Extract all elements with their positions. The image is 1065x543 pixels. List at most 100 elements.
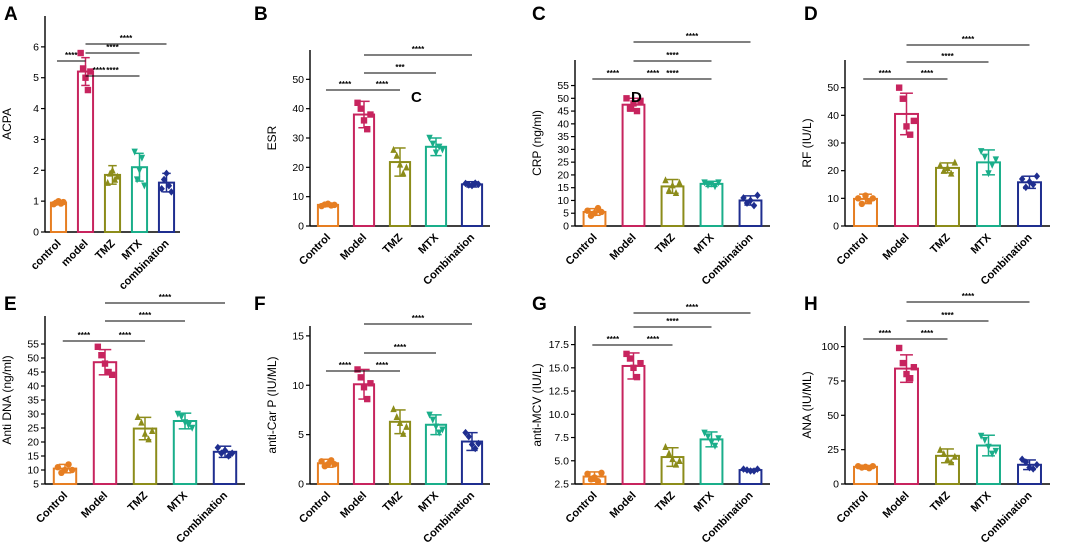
data-point (584, 470, 591, 477)
y-tick-label: 12.5 (549, 386, 570, 398)
data-point (138, 418, 145, 426)
data-point (158, 185, 165, 193)
y-axis-label: ESR (265, 125, 279, 150)
y-tick-label: 25 (827, 444, 839, 456)
y-tick-label: 15.0 (549, 362, 570, 374)
sig-label: **** (607, 335, 620, 344)
data-point (1022, 183, 1030, 192)
data-point (1033, 460, 1041, 469)
data-point (354, 99, 361, 106)
data-point (390, 145, 397, 153)
sig-label: **** (93, 66, 106, 75)
data-point (462, 428, 469, 437)
x-tick-label: combination (117, 237, 172, 292)
data-point (869, 462, 877, 470)
data-point (462, 179, 469, 188)
sig-label: **** (106, 43, 119, 52)
data-point (77, 49, 84, 57)
data-point (676, 456, 683, 464)
data-point (138, 154, 146, 162)
y-tick-label: 20 (557, 169, 569, 181)
bar-model (352, 113, 376, 227)
sig-label: **** (879, 329, 892, 338)
y-tick-label: 3 (33, 134, 39, 146)
data-point (591, 210, 598, 217)
y-tick-label: 35 (27, 395, 39, 407)
sig-label: **** (941, 52, 954, 61)
x-tick-label: Control (34, 490, 70, 526)
y-tick-label: 50 (292, 74, 304, 86)
data-point (626, 105, 634, 112)
sig-label: **** (647, 335, 660, 344)
y-axis-label: RF (IU/L) (800, 118, 814, 167)
data-point (87, 68, 94, 75)
data-point (165, 181, 173, 190)
y-tick-label: 40 (292, 103, 304, 115)
data-point (992, 447, 1000, 455)
bar-mtx (172, 420, 198, 485)
data-point (65, 461, 72, 468)
x-tick-label: TMZ (381, 489, 406, 514)
data-point (114, 172, 121, 180)
y-tick-label: 10.0 (549, 409, 570, 421)
data-point (400, 169, 407, 177)
y-tick-label: 5 (33, 479, 39, 491)
sig-label: **** (65, 51, 78, 60)
data-point (475, 439, 482, 448)
data-point (947, 458, 955, 466)
data-point (360, 117, 368, 124)
data-point (951, 158, 959, 166)
data-point (951, 452, 959, 460)
data-point (665, 449, 673, 457)
data-point (944, 455, 951, 463)
data-point (98, 352, 105, 359)
bar-combination (460, 183, 484, 227)
data-point (1022, 458, 1030, 466)
y-tick-label: 30 (827, 138, 839, 150)
sig-label: **** (962, 35, 975, 44)
data-point (1026, 463, 1033, 472)
data-point (740, 194, 747, 202)
data-point (940, 449, 948, 457)
data-point (637, 359, 644, 367)
sig-label: **** (962, 292, 975, 301)
data-point (701, 179, 708, 187)
data-point (750, 201, 758, 210)
data-point (662, 443, 669, 451)
data-point (936, 161, 944, 169)
x-tick-label: Model (338, 232, 369, 263)
data-point (145, 435, 152, 443)
data-point (188, 424, 196, 432)
data-point (426, 411, 433, 419)
data-point (432, 149, 440, 157)
data-point (910, 117, 918, 125)
y-tick-label: 5.0 (554, 455, 569, 467)
data-point (108, 371, 116, 378)
data-point (364, 395, 371, 403)
data-point (136, 167, 143, 175)
y-tick-label: 45 (557, 106, 569, 118)
data-point (858, 200, 866, 208)
sig-label: *** (395, 63, 405, 72)
panel-letter: B (254, 4, 268, 25)
data-point (82, 74, 89, 81)
panel-f: F 0 5 10 15 anti-Car P (IU/ML) Control Model TMZ… (254, 294, 490, 543)
y-tick-label: 30 (27, 409, 39, 421)
data-point (1033, 172, 1041, 180)
bar-mtx (424, 145, 448, 227)
data-point (318, 458, 325, 465)
y-tick-label: 30 (292, 133, 304, 145)
y-tick-label: 17.5 (549, 339, 570, 351)
data-point (101, 360, 109, 367)
data-point (131, 148, 138, 156)
data-point (1018, 175, 1026, 183)
data-point (439, 426, 446, 434)
y-tick-label: 45 (27, 367, 39, 379)
data-point (426, 134, 433, 142)
sig-label: **** (666, 51, 679, 60)
sig-label: **** (607, 69, 620, 78)
data-point (623, 350, 630, 358)
data-point (163, 169, 170, 178)
data-point (84, 86, 92, 94)
